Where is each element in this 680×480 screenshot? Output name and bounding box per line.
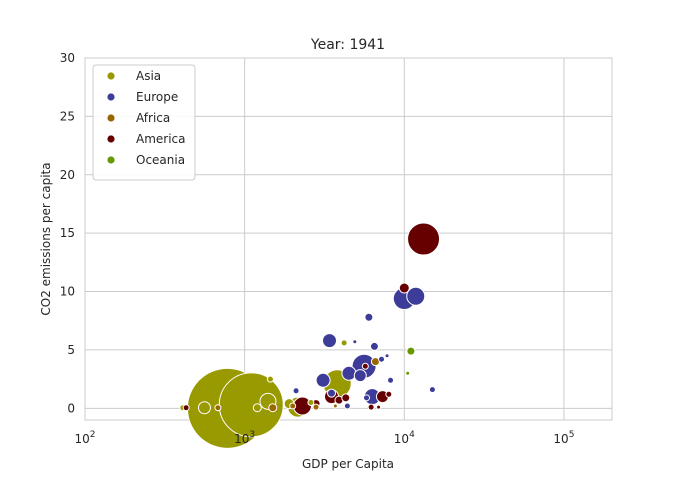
legend-box [92, 64, 196, 181]
y-tick-label: 10 [60, 285, 75, 299]
legend-label-america: America [136, 132, 186, 146]
legend-label-oceania: Oceania [136, 153, 185, 167]
legend: Asia Europe Africa America Oceania [92, 64, 196, 181]
data-point-africa [214, 404, 222, 412]
x-tick-base: 10 [394, 432, 409, 446]
data-point-europe [353, 369, 367, 383]
legend-marker-asia [106, 71, 116, 81]
x-axis-label: GDP per Capita [302, 457, 394, 471]
data-point-america [367, 403, 375, 411]
y-tick-label: 15 [60, 226, 75, 240]
data-point-asia [252, 403, 262, 413]
x-tick-label: 105 [553, 430, 574, 446]
data-point-europe [387, 376, 395, 384]
x-tick-exponent: 5 [569, 430, 575, 440]
y-tick-label: 30 [60, 51, 75, 65]
legend-marker-america [106, 134, 116, 144]
x-tick-label: 103 [234, 430, 255, 446]
legend-label-europe: Europe [136, 90, 178, 104]
data-point-asia [340, 339, 348, 347]
data-points [179, 222, 441, 449]
data-point-america [385, 390, 393, 398]
data-point-america [407, 222, 441, 256]
x-tick-base: 10 [74, 432, 89, 446]
data-point-europe [343, 402, 351, 410]
x-tick-exponent: 2 [90, 430, 96, 440]
x-tick-exponent: 3 [249, 430, 255, 440]
data-point-asia [197, 401, 211, 415]
data-point-america [398, 282, 410, 294]
data-point-oceania [405, 370, 411, 376]
legend-marker-europe [106, 92, 116, 102]
legend-marker-oceania [106, 155, 116, 165]
y-tick-label: 0 [67, 401, 75, 415]
data-point-asia [307, 398, 315, 406]
data-point-europe [428, 386, 436, 394]
data-point-europe [378, 355, 386, 363]
legend-label-africa: Africa [136, 111, 170, 125]
data-point-asia [266, 375, 274, 383]
data-point-europe [369, 341, 379, 351]
data-point-america [341, 393, 351, 403]
data-point-europe [321, 333, 337, 349]
chart-title: Year: 1941 [310, 37, 385, 53]
x-tick-exponent: 4 [409, 430, 415, 440]
y-tick-label: 5 [67, 343, 75, 357]
x-tick-base: 10 [234, 432, 249, 446]
legend-label-asia: Asia [136, 69, 161, 83]
x-tick-label: 102 [74, 430, 95, 446]
data-point-europe [364, 312, 374, 322]
y-tick-label: 25 [60, 109, 75, 123]
data-point-america [361, 362, 369, 370]
data-point-africa [268, 403, 278, 413]
data-point-europe [384, 353, 390, 359]
x-tick-label: 104 [394, 430, 415, 446]
y-axis-label: CO2 emissions per capita [39, 162, 53, 315]
data-point-europe [341, 365, 357, 381]
data-point-africa [289, 402, 297, 410]
data-point-america [182, 404, 190, 412]
y-tick-label: 20 [60, 168, 75, 182]
data-point-oceania [406, 346, 416, 356]
x-tick-base: 10 [553, 432, 568, 446]
data-point-europe [352, 339, 358, 345]
data-point-africa [312, 403, 320, 411]
legend-marker-africa [106, 113, 116, 123]
data-point-europe [315, 372, 331, 388]
data-point-america [376, 404, 382, 410]
data-point-europe [363, 394, 371, 402]
data-point-europe [406, 286, 426, 306]
data-point-europe [327, 388, 337, 398]
data-point-africa [332, 403, 338, 409]
data-point-europe [292, 387, 300, 395]
